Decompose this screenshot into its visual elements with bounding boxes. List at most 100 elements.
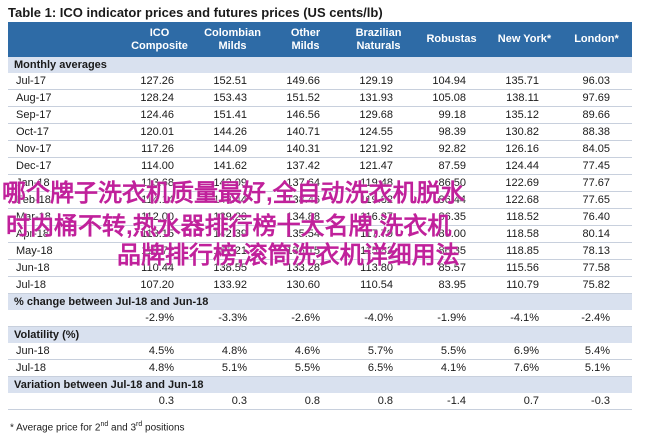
table-cell: 0.8 bbox=[269, 393, 342, 410]
table-cell: 89.66 bbox=[561, 106, 632, 124]
column-header: Other Milds bbox=[269, 22, 342, 57]
column-header-line: Milds bbox=[291, 39, 320, 52]
table-cell: 4.1% bbox=[415, 359, 488, 377]
table-cell: 121.92 bbox=[342, 140, 415, 158]
table-cell: 112.00 bbox=[123, 208, 196, 226]
watermark-line-1: 哪个牌子洗衣机质量最好,全自动洗衣机脱水 bbox=[2, 180, 465, 207]
table-cell: 5.5% bbox=[269, 359, 342, 377]
table-cell: 80.14 bbox=[561, 225, 632, 243]
table-row: May-18 112.72 141.21 136.15 115.82 86.35 118.8… bbox=[8, 242, 632, 260]
table-row: Jul-18 107.20 133.92 130.60 110.54 83.95 110.7… bbox=[8, 276, 632, 294]
table-cell: 0.8 bbox=[342, 393, 415, 410]
table-cell: 97.69 bbox=[561, 89, 632, 107]
table-cell: 129.68 bbox=[342, 106, 415, 124]
table-cell: 137.42 bbox=[269, 157, 342, 175]
table-cell: 110.44 bbox=[123, 259, 196, 277]
table-cell: 142.09 bbox=[196, 174, 269, 192]
table-cell: 88.38 bbox=[561, 123, 632, 141]
row-label bbox=[8, 393, 123, 410]
table-cell: 124.46 bbox=[123, 106, 196, 124]
column-header-line: Composite bbox=[131, 39, 188, 52]
row-label: Jul-17 bbox=[8, 73, 123, 90]
table-cell: -2.4% bbox=[561, 310, 632, 327]
table-row: Apr-18 113.15 142.39 135.54 117.79 89.00 118.5… bbox=[8, 225, 632, 243]
row-label: Feb-18 bbox=[8, 191, 123, 209]
table-cell: 115.82 bbox=[342, 242, 415, 260]
table-cell: -1.9% bbox=[415, 310, 488, 327]
table-cell: 113.68 bbox=[123, 174, 196, 192]
table-row: Mar-18 112.00 139.20 134.88 116.87 86.35 118.5… bbox=[8, 208, 632, 226]
table-title: Table 1: ICO indicator prices and future… bbox=[8, 5, 383, 20]
table-cell: 144.09 bbox=[196, 140, 269, 158]
column-header-line: Milds bbox=[218, 39, 247, 52]
table-cell: 146.56 bbox=[269, 106, 342, 124]
table-row: Oct-17 120.01 144.26 140.71 124.55 98.39 130.8… bbox=[8, 123, 632, 141]
table-cell: 77.45 bbox=[561, 157, 632, 175]
table-cell: 149.66 bbox=[269, 73, 342, 90]
table-cell: 5.5% bbox=[415, 343, 488, 360]
table-cell: 135.71 bbox=[488, 73, 561, 90]
table-cell: -0.3 bbox=[561, 393, 632, 410]
column-header-line: London* bbox=[574, 33, 619, 45]
header-row: ICO Composite Colombian Milds Other Milds Braz… bbox=[8, 22, 632, 57]
table-cell: 78.13 bbox=[561, 242, 632, 260]
table-cell: 96.03 bbox=[561, 73, 632, 90]
table-row: Jun-18 4.5% 4.8% 4.6% 5.7% 5.5% 6.9% 5.4% bbox=[8, 343, 632, 360]
row-label: Oct-17 bbox=[8, 123, 123, 141]
section-heading-row: Monthly averages bbox=[8, 57, 632, 73]
column-header: Brazilian Naturals bbox=[342, 22, 415, 57]
table-cell: 133.28 bbox=[269, 259, 342, 277]
table-cell: 110.79 bbox=[488, 276, 561, 294]
table-cell: 136.15 bbox=[269, 242, 342, 260]
table-cell: 77.65 bbox=[561, 191, 632, 209]
table-cell: 118.85 bbox=[488, 242, 561, 260]
table-cell: 122.69 bbox=[488, 174, 561, 192]
table-row: Nov-17 117.26 144.09 140.31 121.92 92.82 126.1… bbox=[8, 140, 632, 158]
table-row: Jun-18 110.44 138.55 133.28 113.80 85.57 115.5… bbox=[8, 259, 632, 277]
table-cell: 140.71 bbox=[269, 123, 342, 141]
table-row: Feb-18 114.14 143.44 138.46 119.82 86.44 122.6… bbox=[8, 191, 632, 209]
row-label: Apr-18 bbox=[8, 225, 123, 243]
table-cell: 5.1% bbox=[561, 359, 632, 377]
table-cell: -1.4 bbox=[415, 393, 488, 410]
table-cell: 77.67 bbox=[561, 174, 632, 192]
table-cell: 99.18 bbox=[415, 106, 488, 124]
column-header-line: Other bbox=[290, 26, 321, 39]
section-heading-row: % change between Jul-18 and Jun-18 bbox=[8, 293, 632, 310]
section-heading: Monthly averages bbox=[8, 57, 632, 73]
table-cell: 113.15 bbox=[123, 225, 196, 243]
watermark-line-2: 时内桶不转,热水器排行榜十大名牌,洗衣机 bbox=[6, 213, 452, 240]
table-cell: 130.82 bbox=[488, 123, 561, 141]
table-cell: 110.54 bbox=[342, 276, 415, 294]
table-cell: 126.16 bbox=[488, 140, 561, 158]
table-cell: 0.3 bbox=[196, 393, 269, 410]
table-cell: 138.11 bbox=[488, 89, 561, 107]
table-cell: -3.3% bbox=[196, 310, 269, 327]
table-cell: 76.40 bbox=[561, 208, 632, 226]
table-cell: 124.44 bbox=[488, 157, 561, 175]
table-cell: 86.50 bbox=[415, 174, 488, 192]
column-header-line: Colombian bbox=[204, 26, 261, 39]
table-cell: 115.56 bbox=[488, 259, 561, 277]
table-cell: 89.00 bbox=[415, 225, 488, 243]
table-cell: 117.79 bbox=[342, 225, 415, 243]
column-header: ICO Composite bbox=[123, 22, 196, 57]
table-cell: -2.6% bbox=[269, 310, 342, 327]
price-table: ICO Composite Colombian Milds Other Milds Braz… bbox=[8, 22, 632, 410]
column-header-line: ICO bbox=[149, 26, 170, 39]
table-row: Jan-18 113.68 142.09 137.64 119.48 86.50 122.6… bbox=[8, 174, 632, 192]
table-cell: 138.46 bbox=[269, 191, 342, 209]
row-label bbox=[8, 310, 123, 327]
column-header: Colombian Milds bbox=[196, 22, 269, 57]
table-cell: 140.31 bbox=[269, 140, 342, 158]
table-cell: 83.95 bbox=[415, 276, 488, 294]
row-label: Mar-18 bbox=[8, 208, 123, 226]
section-heading-row: Volatility (%) bbox=[8, 326, 632, 343]
column-header-line: Naturals bbox=[356, 39, 401, 52]
table-cell: 142.39 bbox=[196, 225, 269, 243]
table-cell: 137.64 bbox=[269, 174, 342, 192]
table-cell: 4.6% bbox=[269, 343, 342, 360]
table-cell: 127.26 bbox=[123, 73, 196, 90]
table-cell: 114.14 bbox=[123, 191, 196, 209]
section-heading-row: Variation between Jul-18 and Jun-18 bbox=[8, 376, 632, 393]
